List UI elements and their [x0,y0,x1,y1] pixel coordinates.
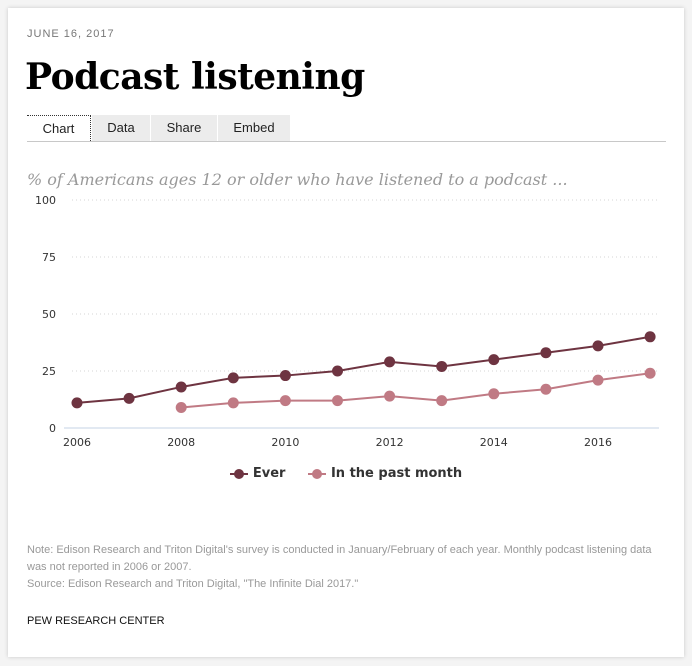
x-tick-label: 2016 [584,436,612,449]
data-point [644,367,656,379]
tab-bar: Chart Data Share Embed [27,115,291,141]
data-point [488,354,500,366]
data-point [384,356,396,368]
tab-divider [27,141,666,142]
chart-legend: Ever In the past month [8,466,684,483]
tab-chart[interactable]: Chart [27,115,91,141]
tab-data[interactable]: Data [92,115,150,141]
legend-item-past-month[interactable]: In the past month [307,466,463,481]
data-point [644,331,656,343]
series-line-past-month [181,372,651,409]
legend-marker-icon [307,468,326,479]
data-point [436,360,448,372]
series-line-ever [76,335,651,404]
data-point [227,372,239,384]
data-point [227,397,239,409]
data-point [384,390,396,402]
credit-text: PEW RESEARCH CENTER [27,615,165,627]
chart-subtitle: % of Americans ages 12 or older who have… [27,170,568,189]
legend-label: Ever [252,466,286,481]
tab-share[interactable]: Share [151,115,217,141]
legend-marker-icon [229,468,248,479]
data-point [279,370,291,382]
data-point [436,395,448,407]
data-point [279,395,291,407]
data-point [175,381,187,393]
y-tick-label: 0 [49,422,56,435]
data-point [71,397,83,409]
y-tick-label: 25 [42,365,56,378]
x-tick-label: 2006 [63,436,91,449]
y-tick-label: 50 [42,308,56,321]
data-point [488,388,500,400]
chart-notes: Note: Edison Research and Triton Digital… [27,542,667,593]
line-chart: 0 25 50 75 100 2006 2008 2010 2012 2014 2016 [35,194,659,449]
source-text: Source: Edison Research and Triton Digit… [27,578,359,590]
legend-label: In the past month [330,466,463,481]
data-point [123,392,135,404]
data-point [540,347,552,359]
x-tick-label: 2012 [376,436,404,449]
x-tick-label: 2010 [271,436,299,449]
data-point [332,365,343,377]
data-point [175,401,187,413]
tab-embed[interactable]: Embed [218,115,290,141]
publish-date: JUNE 16, 2017 [27,28,115,40]
note-text: Note: Edison Research and Triton Digital… [27,544,652,573]
chart-card: JUNE 16, 2017 Podcast listening Chart Da… [8,8,684,657]
page-title: Podcast listening [25,56,365,98]
data-point [540,383,552,395]
data-point [592,340,604,352]
x-tick-label: 2008 [167,436,195,449]
y-tick-label: 100 [35,194,56,207]
data-point [332,395,343,407]
legend-item-ever[interactable]: Ever [229,466,286,481]
y-tick-label: 75 [42,251,56,264]
x-tick-label: 2014 [480,436,508,449]
data-point [592,374,604,386]
